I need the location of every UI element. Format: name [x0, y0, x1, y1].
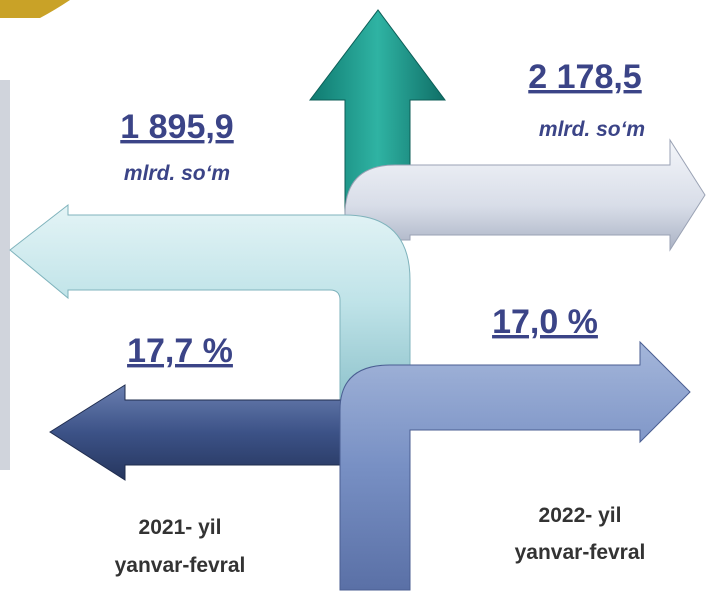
unit-2021: mlrd. so‘m [124, 162, 230, 185]
period-2022-line2: yanvar-fevral [515, 541, 646, 564]
navy-left-arrow [49, 384, 361, 481]
value-2021: 1 895,9 [120, 108, 233, 146]
unit-2022: mlrd. so‘m [539, 118, 645, 141]
period-2021-line2: yanvar-fevral [115, 554, 246, 577]
share-2022: 17,0 % [492, 303, 598, 341]
blue-right-arrow [339, 340, 691, 591]
corner-decoration [0, 0, 70, 18]
period-2022-line1: 2022- yil [539, 504, 622, 527]
period-2021-line1: 2021- yil [139, 516, 222, 539]
cyan-left-arrow [9, 203, 411, 401]
side-strip [0, 80, 10, 470]
white-right-arrow [344, 138, 706, 252]
value-2022: 2 178,5 [528, 58, 641, 96]
share-2021: 17,7 % [127, 332, 233, 370]
